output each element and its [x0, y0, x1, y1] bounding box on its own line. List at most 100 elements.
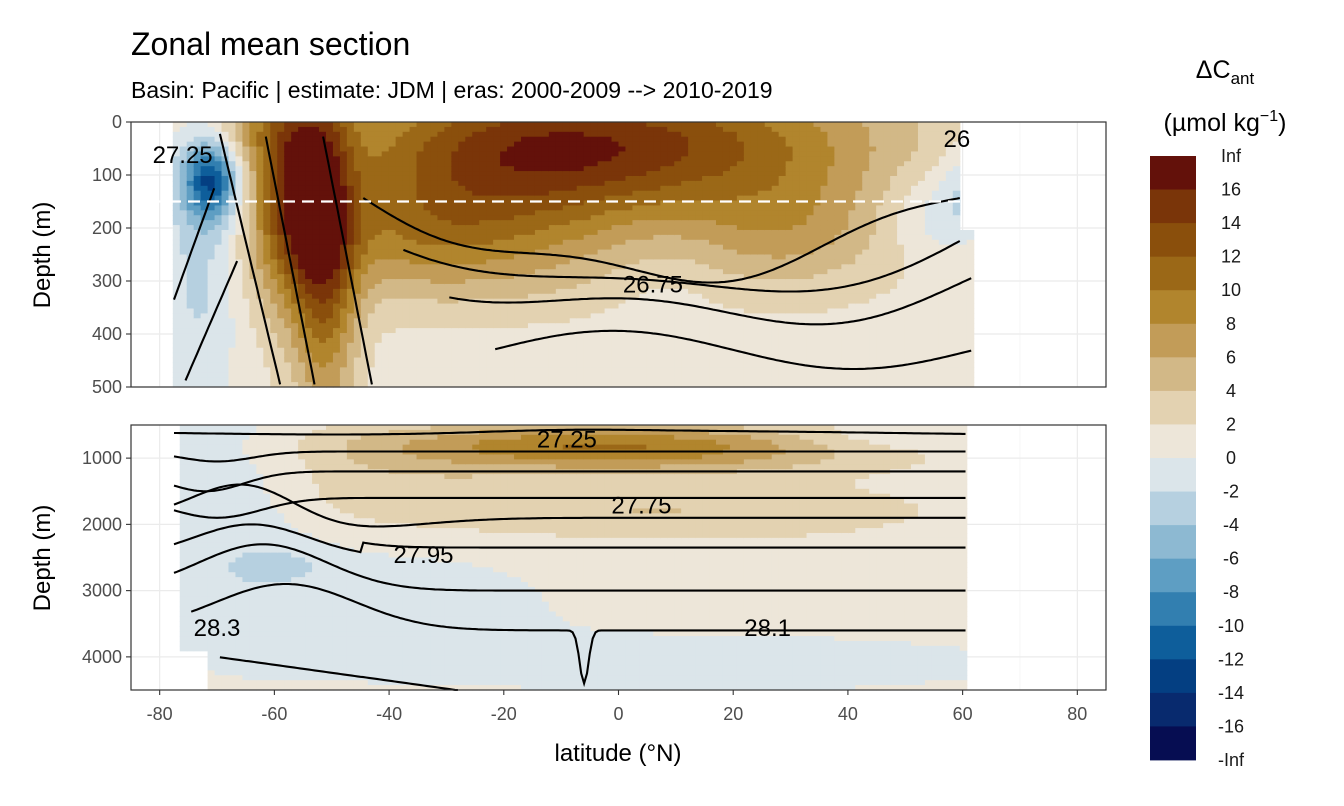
- field-cell: [736, 283, 745, 290]
- field-cell: [729, 190, 738, 197]
- field-cell: [451, 274, 459, 280]
- field-cell: [339, 372, 348, 378]
- field-cell: [200, 225, 209, 231]
- field-cell: [806, 234, 815, 241]
- field-cell: [444, 131, 452, 138]
- field-cell: [242, 234, 250, 241]
- field-cell: [576, 200, 585, 207]
- field-cell: [722, 195, 731, 202]
- field-cell: [207, 362, 216, 368]
- field-cell: [681, 279, 689, 285]
- field-cell: [381, 126, 390, 133]
- field-cell: [764, 264, 773, 270]
- field-cell: [193, 180, 202, 187]
- field-cell: [409, 229, 418, 236]
- field-cell: [576, 239, 585, 246]
- field-cell: [451, 328, 459, 334]
- field-cell: [548, 313, 557, 319]
- field-cell: [291, 156, 299, 162]
- field-cell: [200, 323, 209, 329]
- field-cell: [207, 382, 216, 388]
- field-cell: [541, 333, 550, 339]
- field-cell: [576, 372, 585, 378]
- field-cell: [332, 357, 341, 364]
- field-cell: [332, 156, 341, 162]
- field-cell: [514, 239, 522, 246]
- field-cell: [555, 293, 564, 300]
- field-cell: [326, 328, 334, 334]
- field-cell: [360, 264, 369, 270]
- field-cell: [339, 146, 348, 153]
- field-cell: [743, 146, 752, 153]
- field-cell: [346, 200, 355, 207]
- field-cell: [416, 131, 425, 138]
- field-cell: [632, 318, 640, 324]
- field-cell: [444, 382, 452, 388]
- field-cell: [569, 151, 578, 157]
- field-cell: [458, 229, 466, 236]
- field-cell: [590, 200, 599, 207]
- field-cell: [507, 337, 515, 344]
- field-cell: [374, 308, 383, 314]
- field-cell: [722, 347, 731, 354]
- field-cell: [521, 337, 529, 344]
- field-cell: [597, 323, 606, 329]
- field-cell: [778, 269, 787, 275]
- field-cell: [284, 367, 292, 373]
- field-cell: [479, 161, 487, 167]
- field-cell: [778, 367, 787, 373]
- field-cell: [179, 328, 188, 334]
- field-cell: [360, 288, 369, 295]
- field-cell: [514, 136, 522, 143]
- field-cell: [256, 229, 264, 236]
- field-cell: [242, 318, 250, 324]
- field-cell: [500, 352, 508, 359]
- field-cell: [534, 205, 543, 211]
- field-cell: [437, 303, 445, 310]
- field-cell: [625, 200, 634, 207]
- field-cell: [172, 293, 181, 300]
- field-cell: [409, 293, 418, 300]
- field-cell: [319, 175, 327, 182]
- field-cell: [263, 146, 271, 153]
- field-cell: [263, 333, 271, 339]
- field-cell: [479, 141, 487, 148]
- field-cell: [423, 171, 432, 177]
- field-cell: [778, 274, 787, 280]
- field-cell: [681, 190, 689, 197]
- field-cell: [186, 313, 195, 319]
- field-cell: [291, 264, 299, 270]
- field-cell: [367, 122, 376, 128]
- field-cell: [493, 151, 501, 157]
- field-cell: [555, 225, 564, 231]
- field-cell: [193, 303, 202, 310]
- field-cell: [632, 225, 640, 231]
- field-cell: [437, 318, 445, 324]
- field-cell: [764, 122, 773, 128]
- field-cell: [785, 264, 794, 270]
- field-cell: [479, 283, 487, 290]
- field-cell: [346, 166, 355, 172]
- field-cell: [402, 234, 411, 241]
- field-cell: [200, 175, 209, 182]
- field-cell: [785, 269, 794, 275]
- field-cell: [242, 352, 250, 359]
- field-cell: [618, 166, 627, 172]
- field-cell: [736, 333, 745, 339]
- field-cell: [548, 234, 557, 241]
- field-cell: [709, 234, 717, 241]
- field-cell: [792, 210, 801, 216]
- field-cell: [521, 313, 529, 319]
- field-cell: [458, 210, 466, 216]
- field-cell: [339, 352, 348, 359]
- field-cell: [618, 234, 627, 241]
- field-cell: [806, 298, 815, 305]
- field-cell: [200, 220, 209, 226]
- field-cell: [263, 288, 271, 295]
- field-cell: [806, 333, 815, 339]
- field-cell: [709, 239, 717, 246]
- field-cell: [256, 254, 264, 261]
- field-cell: [263, 244, 271, 251]
- field-cell: [604, 323, 613, 329]
- field-cell: [472, 229, 480, 236]
